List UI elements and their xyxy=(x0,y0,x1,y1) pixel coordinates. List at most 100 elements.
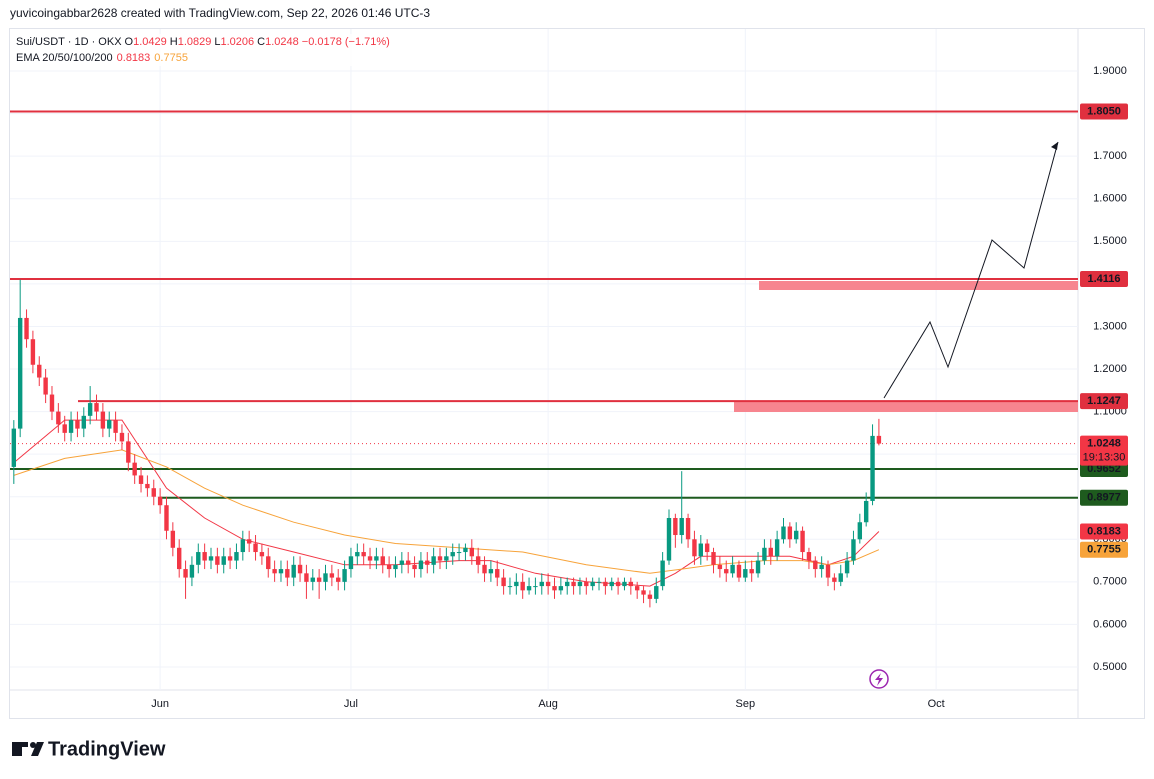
x-tick-label: Jul xyxy=(344,698,358,710)
candle-body xyxy=(253,543,258,553)
candle-body xyxy=(259,552,265,557)
candle-body xyxy=(431,556,436,565)
x-tick-label: Jun xyxy=(151,698,169,710)
candle-body xyxy=(456,552,462,554)
candle-body xyxy=(24,317,29,340)
candle-body xyxy=(342,569,347,582)
candle-body xyxy=(336,577,341,582)
candle-body xyxy=(450,552,455,557)
candle-body xyxy=(743,569,748,578)
candle-body xyxy=(119,432,125,442)
x-tick-label: Aug xyxy=(538,698,558,710)
candle-body xyxy=(609,581,614,587)
y-tick-label: 1.6000 xyxy=(1093,193,1127,205)
candle-body xyxy=(603,581,608,587)
candle-body xyxy=(768,547,773,557)
candle-body xyxy=(539,581,544,587)
ema-label-bg xyxy=(1080,523,1128,540)
candle-body xyxy=(361,552,366,557)
last-price-label: 1.0248 xyxy=(1087,437,1121,449)
candle-body xyxy=(762,547,767,561)
y-tick-label: 1.9000 xyxy=(1093,65,1127,77)
candle-body xyxy=(469,547,475,557)
candle-body xyxy=(126,441,131,463)
candle-body xyxy=(323,573,328,582)
header: yuvicoingabbar2628 created with TradingV… xyxy=(10,6,430,20)
candle-body xyxy=(183,569,188,578)
candle-body xyxy=(679,517,684,536)
candle-body xyxy=(355,552,360,557)
y-tick-label: 1.7000 xyxy=(1093,150,1127,162)
candle-body xyxy=(571,581,576,587)
level-label-bg xyxy=(1080,270,1128,287)
candle-body xyxy=(215,556,220,565)
last-price-label-bg xyxy=(1080,435,1128,466)
candle-body xyxy=(717,564,723,570)
candle-body xyxy=(495,569,500,578)
candle-body xyxy=(781,526,786,540)
level-label: 1.8050 xyxy=(1087,105,1121,117)
candle-body xyxy=(520,581,525,591)
indicator-value: 0.8183 xyxy=(117,52,151,64)
candle-body xyxy=(654,586,659,599)
candle-body xyxy=(87,403,93,416)
candle-body xyxy=(405,560,411,565)
candle-body xyxy=(316,577,322,582)
candle-body xyxy=(43,377,48,395)
ohlc-value: 1.0206 xyxy=(221,36,255,48)
candle-body xyxy=(774,539,780,557)
y-tick-label: 1.5000 xyxy=(1093,235,1127,247)
legend-bg xyxy=(12,34,432,66)
candle-body xyxy=(832,577,837,582)
candle-body xyxy=(278,569,284,574)
candle-body xyxy=(348,556,354,570)
candle-body xyxy=(240,539,246,553)
y-tick-label: 0.6000 xyxy=(1093,618,1127,630)
candle-body xyxy=(177,547,182,570)
candle-body xyxy=(221,556,226,565)
candle-body xyxy=(628,581,634,587)
zone xyxy=(734,402,1078,412)
candle-body xyxy=(157,496,163,506)
candle-body xyxy=(673,517,678,536)
indicator-line: EMA 20/50/100/200 0.8183 0.7755 xyxy=(16,52,188,64)
candle-body xyxy=(698,543,703,557)
candle-body xyxy=(367,556,373,561)
level-label-bg xyxy=(1080,103,1128,120)
logo-part xyxy=(12,742,28,747)
candle-body xyxy=(113,420,118,433)
price-scale: 0.50000.60000.70000.80000.90001.00001.10… xyxy=(1080,65,1128,673)
y-tick-label: 0.5000 xyxy=(1093,661,1127,673)
frame xyxy=(9,28,1145,719)
candle-body xyxy=(755,560,761,574)
candle-body xyxy=(132,462,137,476)
candle-body xyxy=(234,552,239,561)
candle-body xyxy=(164,505,169,531)
x-tick-label: Sep xyxy=(736,698,756,710)
projection-path xyxy=(883,141,1059,399)
candle-body xyxy=(800,530,805,553)
y-tick-label: 1.3000 xyxy=(1093,320,1127,332)
brand: TradingView xyxy=(12,738,166,760)
brand-name: TradingView xyxy=(48,738,166,760)
candle-body xyxy=(552,586,557,591)
candle-body xyxy=(622,581,627,587)
candle-body xyxy=(736,564,742,578)
candle-body xyxy=(692,539,697,557)
candle-body xyxy=(202,552,207,561)
candle-body xyxy=(37,364,42,378)
candle-body xyxy=(685,517,691,540)
candle-body xyxy=(380,556,385,565)
plot xyxy=(10,110,1078,608)
candle-body xyxy=(666,517,672,561)
candle-body xyxy=(11,428,17,467)
ohlc-value: 1.0429 xyxy=(133,36,167,48)
candle-body xyxy=(533,586,538,588)
level-label-bg xyxy=(1080,393,1128,410)
level-label: 0.9652 xyxy=(1087,463,1121,475)
candle-body xyxy=(412,564,417,570)
candle-body xyxy=(863,500,869,523)
candle-body xyxy=(246,539,252,544)
indicator-value: 0.7755 xyxy=(154,52,188,64)
